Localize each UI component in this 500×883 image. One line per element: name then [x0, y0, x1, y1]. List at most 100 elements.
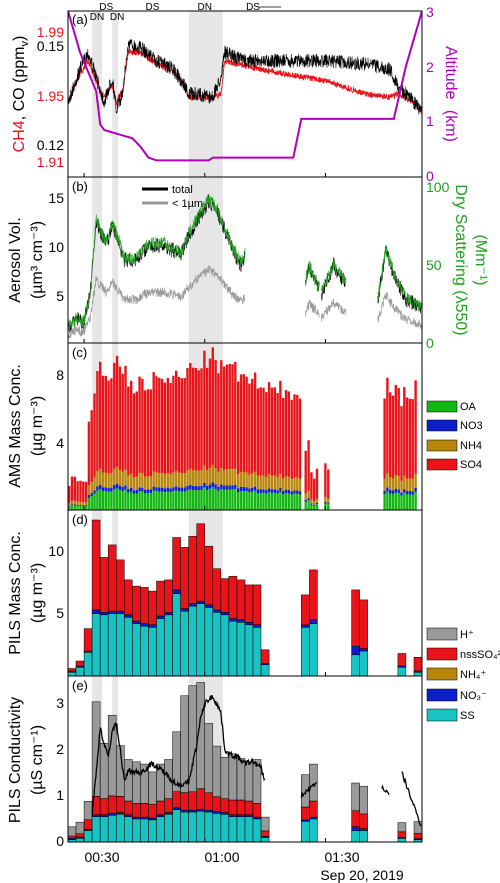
ams-bar-seg [282, 494, 285, 510]
ams-bar-seg [248, 492, 251, 510]
pils-cond-bar-ss [397, 838, 407, 842]
ams-bar-seg [189, 485, 192, 490]
ams-bar-seg [121, 490, 124, 510]
ams-bar-seg [68, 486, 71, 504]
ams-bar-seg [138, 472, 141, 488]
scat-tick-0: 0 [426, 335, 434, 351]
ams-bar-seg [267, 474, 271, 489]
ams-bar-seg [220, 360, 223, 468]
pils-cond-bar-nssso4 [132, 803, 141, 818]
pils-cond-bar-no3 [132, 816, 141, 820]
pils-mass-bar-ss [351, 654, 360, 676]
ams-bar-seg [304, 493, 307, 500]
pils-cond-bar-no3 [309, 816, 318, 820]
ams-bar-seg [276, 393, 279, 478]
ams-bar-seg [245, 376, 248, 473]
ams-bar-seg [394, 492, 397, 510]
ch4-tick-1.95: 1.95 [37, 88, 64, 104]
scattering-trace-0 [68, 194, 246, 333]
ams-bar-seg [296, 394, 299, 478]
x-date: Sep 20, 2019 [320, 867, 404, 883]
ams-bar-seg [104, 375, 107, 473]
ams-bar-seg [315, 468, 319, 499]
ams-bar-seg [130, 488, 133, 492]
ams-bar-seg [276, 490, 279, 494]
ams-bar-seg [265, 392, 268, 477]
pils-mass-bar-nssso4 [301, 594, 310, 626]
ams-bar-seg [146, 476, 150, 490]
pils-cond-bar-nssso4 [148, 803, 157, 819]
ams-bar-seg [397, 388, 400, 476]
ams-bar-seg [414, 488, 417, 492]
ams-bar-seg [222, 469, 226, 486]
pils-cond-bar-no3 [91, 814, 101, 817]
legend-nh4p: NH₄⁺ [460, 669, 486, 681]
ams-bar-seg [211, 464, 214, 483]
legend-no3-swatch [426, 419, 458, 432]
pils-mass-bar-ss [156, 618, 165, 676]
ams-bar-seg [68, 506, 71, 510]
pils-mass-bar-no3 [196, 600, 205, 604]
ams-bar-seg [76, 501, 79, 506]
ams-bar-seg [270, 475, 274, 490]
pils-mass-bar-ss [91, 613, 101, 676]
ams-bar-seg [186, 368, 189, 471]
pils-mass-bar-nssso4 [309, 569, 318, 621]
pils-mass-bar-nssso4 [236, 579, 246, 621]
pils-mass-bar-ss [236, 622, 246, 676]
x-axis: 00:30 01:00 01:30 Sep 20, 2019 [83, 173, 404, 883]
ams-bar-seg [99, 484, 102, 490]
ams-bar-seg [293, 477, 296, 491]
ams-bar-seg [248, 488, 251, 493]
pils-cond-bar-nssso4 [260, 830, 270, 837]
pils-cond-bar-nssso4 [204, 792, 214, 811]
panel-d-unit: (µg m⁻³) [29, 563, 46, 623]
panel-e-pils-conductivity: (e) 0 1 2 3 PILS Conductivity (µS cm⁻¹) … [7, 627, 500, 849]
ams-bar-seg [225, 489, 229, 510]
legend-sub1um: < 1µm [172, 198, 203, 210]
ams-bar-seg [405, 397, 409, 479]
ams-bar-seg [146, 489, 150, 494]
ams-bar-seg [155, 376, 158, 473]
ams-bar-seg [208, 467, 212, 485]
ams-bar-seg [121, 486, 124, 491]
ams-bar-seg [386, 491, 389, 510]
ams-bar-seg [70, 505, 74, 510]
ams-bar-seg [222, 489, 226, 510]
ams-tick-4: 4 [56, 435, 64, 451]
co-tick-0.12: 0.12 [37, 137, 64, 153]
ams-bar-seg [225, 469, 229, 486]
ams-bar-seg [124, 489, 127, 510]
ams-bar-seg [200, 470, 203, 486]
ams-bar-seg [386, 377, 389, 473]
ams-bar-seg [327, 504, 330, 510]
ams-bar-seg [82, 506, 85, 510]
ams-bar-seg [253, 372, 257, 472]
ams-bar-seg [259, 387, 262, 476]
ams-bar-seg [287, 493, 290, 510]
ams-bar-seg [203, 465, 206, 483]
pils-mass-bar-ss [309, 623, 318, 676]
ams-bar-seg [144, 489, 147, 494]
ams-bar-seg [124, 365, 127, 470]
pils-cond-bar-no3 [180, 809, 189, 813]
ams-bar-seg [211, 347, 214, 465]
ams-bar-seg [253, 486, 257, 491]
ams-bar-seg [267, 382, 271, 475]
ams-tick-8: 8 [56, 367, 64, 383]
ams-bar-seg [180, 378, 183, 474]
pils-mass-bar-no3 [301, 624, 310, 628]
ams-bar-seg [287, 489, 290, 494]
ams-bar-seg [189, 468, 192, 485]
pils-tick-5: 5 [56, 605, 64, 621]
ams-bar-seg [267, 488, 271, 493]
ch4-tick-1.91: 1.91 [37, 154, 64, 170]
ams-bar-seg [70, 500, 74, 505]
pils-mass-bar-nssso4 [132, 585, 141, 622]
legend-no3m: NO₃⁻ [460, 690, 487, 702]
ams-bar-seg [152, 471, 155, 487]
panel-d-label: (d) [72, 512, 88, 527]
ams-bar-seg [155, 472, 158, 488]
ams-bar-seg [169, 488, 172, 493]
ams-bar-seg [175, 486, 178, 491]
